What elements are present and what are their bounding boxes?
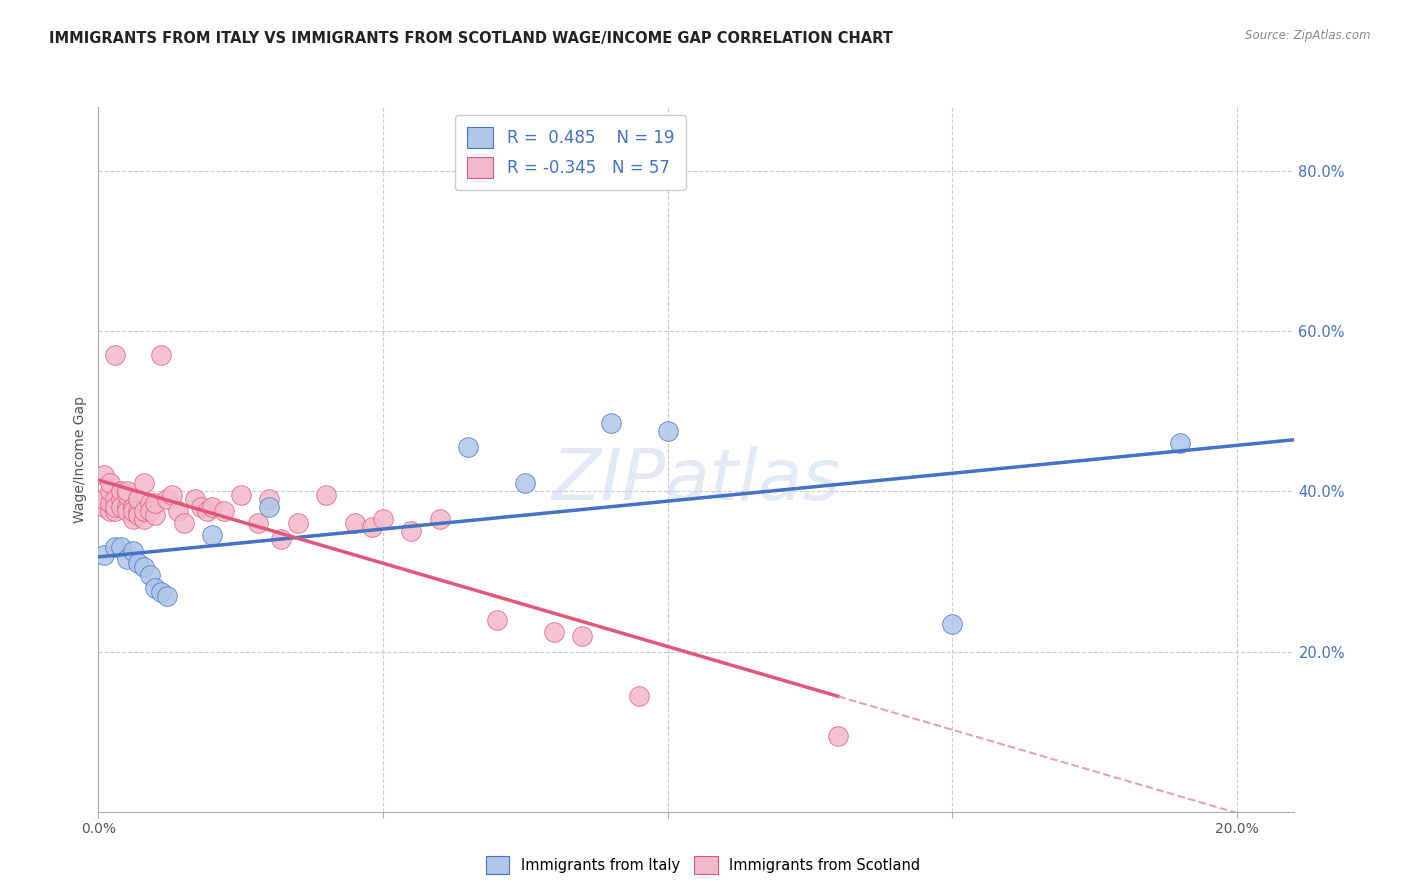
Point xyxy=(121,504,143,518)
Point xyxy=(429,512,451,526)
Point xyxy=(138,568,160,582)
Point xyxy=(121,544,143,558)
Point xyxy=(190,500,212,515)
Point xyxy=(115,552,138,566)
Point xyxy=(138,504,160,518)
Point xyxy=(657,425,679,439)
Legend: R =  0.485    N = 19, R = -0.345   N = 57: R = 0.485 N = 19, R = -0.345 N = 57 xyxy=(456,115,686,190)
Point xyxy=(104,348,127,362)
Point xyxy=(257,500,280,515)
Point xyxy=(246,516,269,531)
Point xyxy=(156,492,179,507)
Text: Source: ZipAtlas.com: Source: ZipAtlas.com xyxy=(1246,29,1371,42)
Point xyxy=(127,504,149,518)
Point xyxy=(93,500,115,515)
Point xyxy=(143,496,166,510)
Point xyxy=(110,500,132,515)
Point xyxy=(104,500,127,515)
Point xyxy=(457,441,479,455)
Point xyxy=(150,584,173,599)
Point xyxy=(132,512,155,526)
Point xyxy=(121,500,143,515)
Text: ZIPatlas: ZIPatlas xyxy=(551,446,841,515)
Point xyxy=(127,557,149,571)
Point xyxy=(543,624,565,639)
Point xyxy=(115,484,138,499)
Point xyxy=(127,492,149,507)
Point xyxy=(93,492,115,507)
Point xyxy=(270,533,292,547)
Point xyxy=(162,488,184,502)
Point xyxy=(150,348,173,362)
Point xyxy=(138,496,160,510)
Point xyxy=(195,504,218,518)
Point xyxy=(156,589,179,603)
Point xyxy=(93,549,115,563)
Point xyxy=(121,512,143,526)
Point xyxy=(110,484,132,499)
Point xyxy=(132,504,155,518)
Point xyxy=(1168,436,1191,450)
Point xyxy=(115,488,138,502)
Point xyxy=(287,516,309,531)
Point xyxy=(201,500,224,515)
Point xyxy=(371,512,394,526)
Point xyxy=(98,484,121,499)
Point xyxy=(110,492,132,507)
Point xyxy=(184,492,207,507)
Point xyxy=(104,541,127,555)
Point xyxy=(115,504,138,518)
Point xyxy=(132,476,155,491)
Point xyxy=(104,492,127,507)
Point xyxy=(93,468,115,483)
Point xyxy=(143,508,166,523)
Point xyxy=(104,504,127,518)
Y-axis label: Wage/Income Gap: Wage/Income Gap xyxy=(73,396,87,523)
Point xyxy=(571,628,593,642)
Point xyxy=(401,524,423,539)
Point xyxy=(315,488,337,502)
Point xyxy=(257,492,280,507)
Point xyxy=(212,504,235,518)
Point xyxy=(98,504,121,518)
Point xyxy=(599,417,621,431)
Point xyxy=(360,520,382,534)
Point xyxy=(941,616,963,631)
Point xyxy=(628,689,651,703)
Point xyxy=(343,516,366,531)
Point xyxy=(485,613,508,627)
Point xyxy=(132,560,155,574)
Point xyxy=(515,476,537,491)
Point xyxy=(110,541,132,555)
Point xyxy=(143,581,166,595)
Text: IMMIGRANTS FROM ITALY VS IMMIGRANTS FROM SCOTLAND WAGE/INCOME GAP CORRELATION CH: IMMIGRANTS FROM ITALY VS IMMIGRANTS FROM… xyxy=(49,31,893,46)
Point xyxy=(173,516,195,531)
Point xyxy=(98,476,121,491)
Point xyxy=(167,504,190,518)
Point xyxy=(827,729,849,743)
Point xyxy=(98,496,121,510)
Point xyxy=(127,508,149,523)
Point xyxy=(115,500,138,515)
Legend: Immigrants from Italy, Immigrants from Scotland: Immigrants from Italy, Immigrants from S… xyxy=(479,850,927,880)
Point xyxy=(229,488,252,502)
Point xyxy=(201,528,224,542)
